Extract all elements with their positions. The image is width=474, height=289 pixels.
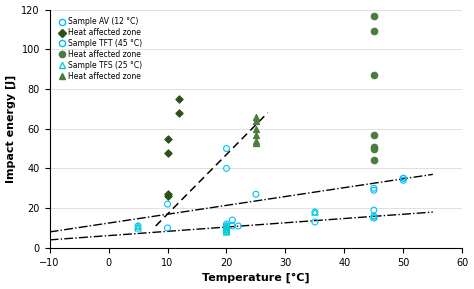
Point bbox=[370, 214, 378, 218]
Point bbox=[164, 194, 171, 199]
Point bbox=[223, 224, 230, 228]
Point bbox=[134, 224, 142, 228]
Point bbox=[223, 228, 230, 232]
Point bbox=[370, 146, 378, 151]
Point bbox=[223, 222, 230, 226]
Point bbox=[223, 228, 230, 232]
Point bbox=[252, 126, 260, 131]
Point bbox=[370, 186, 378, 190]
Point bbox=[370, 144, 378, 149]
Point bbox=[164, 202, 171, 206]
Point bbox=[164, 226, 171, 230]
Point bbox=[370, 208, 378, 212]
Point bbox=[223, 226, 230, 230]
Point bbox=[164, 150, 171, 155]
Point bbox=[175, 110, 183, 115]
Point bbox=[235, 224, 242, 228]
Point bbox=[252, 114, 260, 119]
Point bbox=[311, 210, 319, 214]
Point bbox=[370, 214, 378, 218]
X-axis label: Temperature [°C]: Temperature [°C] bbox=[202, 273, 310, 284]
Point bbox=[228, 224, 236, 228]
Point bbox=[223, 224, 230, 228]
Point bbox=[252, 118, 260, 123]
Point bbox=[228, 218, 236, 222]
Point bbox=[370, 73, 378, 77]
Point bbox=[400, 176, 407, 181]
Point bbox=[252, 140, 260, 145]
Point bbox=[370, 158, 378, 163]
Point bbox=[223, 166, 230, 171]
Point bbox=[223, 230, 230, 234]
Point bbox=[164, 192, 171, 197]
Point bbox=[223, 226, 230, 230]
Point bbox=[175, 97, 183, 101]
Point bbox=[400, 178, 407, 183]
Point bbox=[400, 176, 407, 181]
Point bbox=[370, 132, 378, 137]
Point bbox=[223, 224, 230, 228]
Point bbox=[311, 220, 319, 224]
Point bbox=[311, 210, 319, 214]
Point bbox=[134, 224, 142, 228]
Y-axis label: Impact energy [J]: Impact energy [J] bbox=[6, 75, 16, 183]
Point bbox=[223, 146, 230, 151]
Point bbox=[223, 230, 230, 234]
Point bbox=[252, 192, 260, 197]
Point bbox=[164, 136, 171, 141]
Point bbox=[370, 216, 378, 220]
Point bbox=[252, 132, 260, 137]
Point bbox=[370, 13, 378, 18]
Point bbox=[134, 226, 142, 230]
Legend: Sample AV (12 °C), Heat affected zone, Sample TFT (45 °C), Heat affected zone, S: Sample AV (12 °C), Heat affected zone, S… bbox=[57, 16, 144, 82]
Point bbox=[370, 188, 378, 192]
Point bbox=[370, 29, 378, 34]
Point bbox=[252, 138, 260, 143]
